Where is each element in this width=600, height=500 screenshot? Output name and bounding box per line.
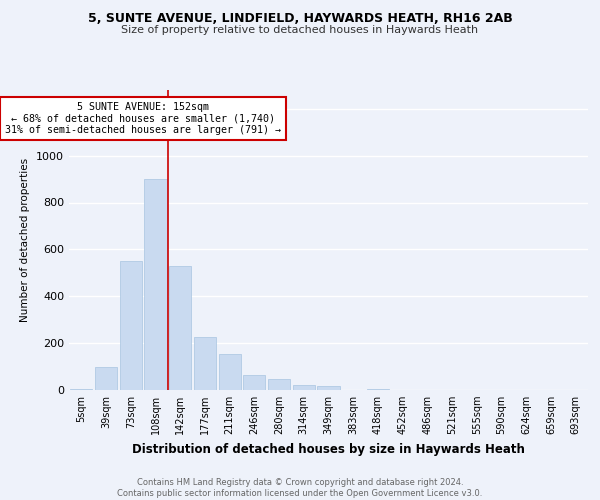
Text: 5, SUNTE AVENUE, LINDFIELD, HAYWARDS HEATH, RH16 2AB: 5, SUNTE AVENUE, LINDFIELD, HAYWARDS HEA…: [88, 12, 512, 26]
Bar: [317, 386, 340, 390]
Bar: [145, 179, 167, 390]
Text: Size of property relative to detached houses in Haywards Heath: Size of property relative to detached ho…: [121, 25, 479, 35]
Y-axis label: Number of detached properties: Number of detached properties: [20, 158, 31, 322]
Bar: [119, 261, 142, 390]
Bar: [95, 366, 117, 390]
Bar: [243, 375, 265, 390]
Text: Contains HM Land Registry data © Crown copyright and database right 2024.
Contai: Contains HM Land Registry data © Crown c…: [118, 478, 482, 498]
Bar: [169, 266, 191, 390]
X-axis label: Distribution of detached houses by size in Haywards Heath: Distribution of detached houses by size …: [132, 442, 525, 456]
Bar: [70, 389, 92, 390]
Bar: [194, 338, 216, 390]
Text: 5 SUNTE AVENUE: 152sqm
← 68% of detached houses are smaller (1,740)
31% of semi-: 5 SUNTE AVENUE: 152sqm ← 68% of detached…: [5, 102, 281, 135]
Bar: [268, 380, 290, 390]
Bar: [367, 389, 389, 390]
Bar: [293, 386, 315, 390]
Bar: [218, 354, 241, 390]
